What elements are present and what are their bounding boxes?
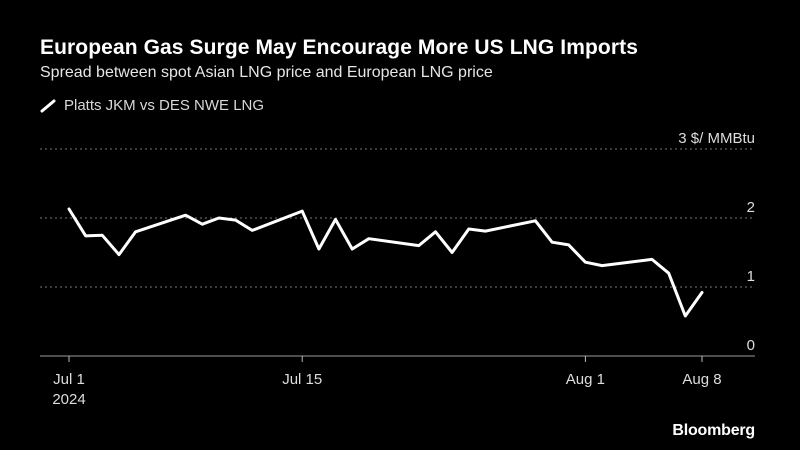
series-layer	[67, 207, 704, 318]
legend-label: Platts JKM vs DES NWE LNG	[64, 97, 265, 114]
data-point	[601, 264, 604, 267]
data-point	[667, 272, 670, 275]
data-point	[201, 223, 204, 226]
series-line	[67, 207, 704, 318]
y-tick-label: 0	[747, 337, 755, 354]
data-point	[234, 219, 237, 222]
data-point	[701, 291, 704, 294]
x-tick-label: Aug 8	[682, 371, 721, 388]
chart-title: European Gas Surge May Encourage More US…	[40, 36, 638, 59]
data-point	[367, 237, 370, 240]
y-tick-label: 1	[747, 268, 755, 285]
data-point	[451, 251, 454, 254]
x-tick-label: Jul 1	[53, 371, 85, 388]
x-tick-label: Aug 1	[566, 371, 605, 388]
y-axis: 3 $/ MMBtu 2 1 0	[678, 130, 755, 354]
source-label: Bloomberg	[672, 422, 755, 439]
data-point	[651, 258, 654, 261]
data-point	[567, 243, 570, 246]
legend: Platts JKM vs DES NWE LNG	[40, 97, 264, 114]
legend-line-icon	[40, 99, 56, 112]
data-point	[417, 244, 420, 247]
data-point	[484, 230, 487, 233]
y-tick-label: 2	[747, 199, 755, 216]
data-point	[317, 248, 320, 251]
data-point	[301, 210, 304, 213]
y-tick-label: 3 $/ MMBtu	[678, 130, 755, 147]
data-point	[534, 219, 537, 222]
x-tick-label: Jul 15	[282, 371, 322, 388]
data-point	[134, 230, 137, 233]
data-point	[184, 214, 187, 217]
data-point	[334, 218, 337, 221]
data-point	[684, 315, 687, 318]
data-point	[101, 234, 104, 237]
data-point	[251, 229, 254, 232]
x-axis: Jul 1 2024 Jul 15 Aug 1 Aug 8	[52, 356, 722, 408]
chart-subtitle: Spread between spot Asian LNG price and …	[40, 64, 493, 81]
data-point	[584, 261, 587, 264]
data-point	[434, 230, 437, 233]
data-point	[467, 228, 470, 231]
x-tick-year-label: 2024	[52, 391, 85, 408]
data-point	[217, 217, 220, 220]
data-point	[68, 208, 71, 211]
data-point	[118, 253, 121, 256]
data-point	[351, 248, 354, 251]
gridlines	[40, 148, 755, 357]
data-point	[84, 234, 87, 237]
data-point	[551, 241, 554, 244]
